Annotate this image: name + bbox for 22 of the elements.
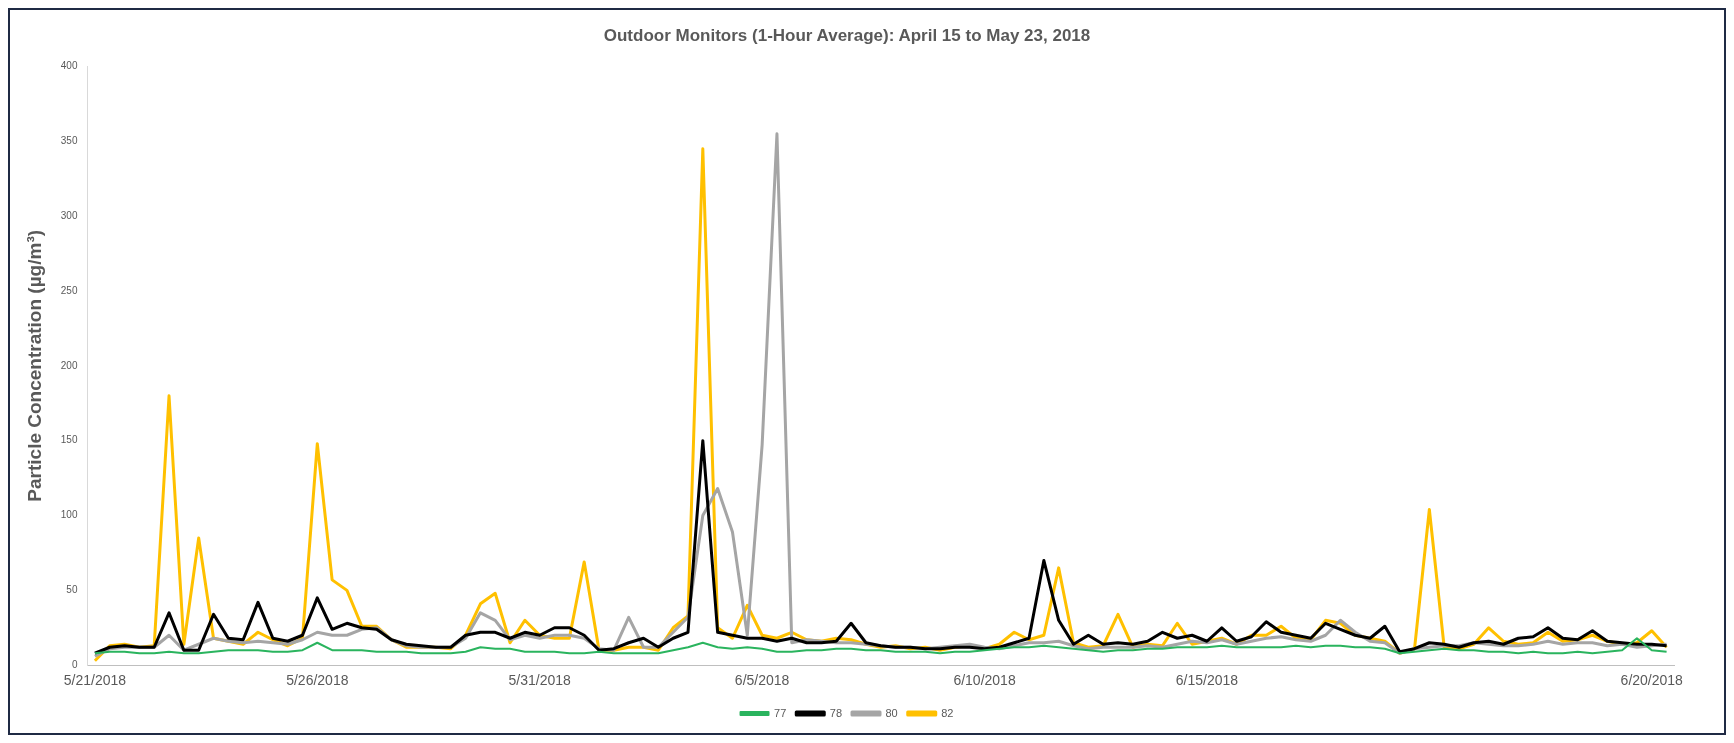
x-tick-label: 5/21/2018 xyxy=(63,672,127,689)
x-tick-label: 6/5/2018 xyxy=(734,672,790,689)
chart-title: Outdoor Monitors (1-Hour Average): April 15 to May 23, 2018 xyxy=(603,25,1091,45)
legend-label: 80 xyxy=(885,706,898,719)
y-tick-label: 300 xyxy=(60,209,78,221)
y-tick-label: 350 xyxy=(60,135,78,146)
y-tick-label: 200 xyxy=(60,359,78,371)
legend-label: 77 xyxy=(774,706,787,719)
x-tick-label: 5/31/2018 xyxy=(508,672,572,689)
y-tick-label: 400 xyxy=(60,60,78,72)
legend-label: 78 xyxy=(829,706,843,719)
x-tick-label: 6/15/2018 xyxy=(1175,672,1239,689)
x-tick-label: 6/20/2018 xyxy=(1620,672,1684,689)
y-tick-label: 0 xyxy=(71,658,78,670)
y-tick-label: 250 xyxy=(60,284,78,296)
y-tick-label: 150 xyxy=(60,434,78,446)
legend-label: 82 xyxy=(941,706,954,719)
x-tick-label: 5/26/2018 xyxy=(286,672,349,689)
y-axis-title: Particle Concentration (µg/m³) xyxy=(23,229,45,502)
y-tick-label: 100 xyxy=(60,509,78,521)
x-tick-label: 6/10/2018 xyxy=(953,672,1016,689)
y-tick-label: 50 xyxy=(66,584,78,596)
